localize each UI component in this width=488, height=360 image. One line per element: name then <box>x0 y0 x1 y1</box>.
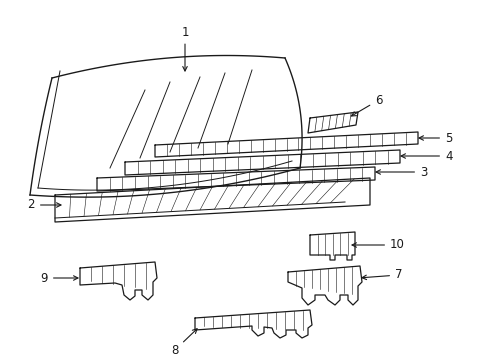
Text: 8: 8 <box>171 329 197 356</box>
Text: 2: 2 <box>27 198 61 211</box>
Text: 4: 4 <box>400 149 451 162</box>
Text: 9: 9 <box>41 271 78 284</box>
Text: 7: 7 <box>361 269 402 282</box>
Text: 5: 5 <box>418 131 451 144</box>
Text: 10: 10 <box>351 238 404 252</box>
Text: 6: 6 <box>351 94 382 116</box>
Text: 3: 3 <box>375 166 427 179</box>
Text: 1: 1 <box>181 26 188 71</box>
